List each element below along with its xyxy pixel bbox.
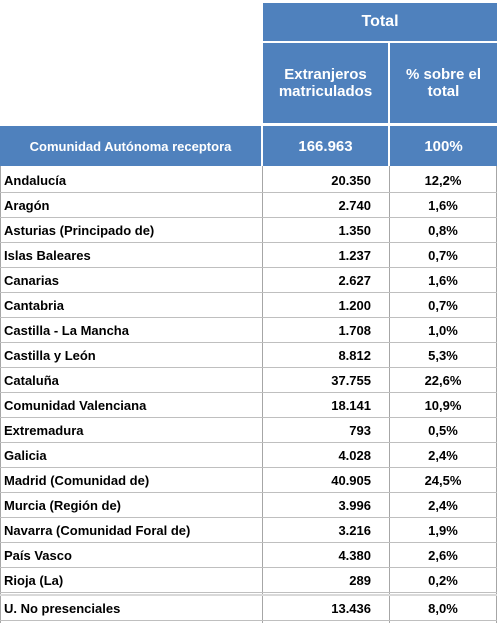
row-separator <box>0 192 497 193</box>
row-percent: 1,6% <box>428 197 458 213</box>
footer-value: 13.436 <box>331 600 371 616</box>
row-value: 4.028 <box>338 447 371 463</box>
row-separator <box>0 267 497 268</box>
row-value: 1.708 <box>338 322 371 338</box>
row-separator <box>0 517 497 518</box>
row-percent: 22,6% <box>424 372 462 388</box>
row-percent: 12,2% <box>424 172 462 188</box>
row-percent: 2,6% <box>428 547 458 563</box>
row-name: Castilla y León <box>4 347 96 363</box>
row-percent: 0,7% <box>428 247 458 263</box>
row-separator <box>0 242 497 243</box>
row-separator <box>0 442 497 443</box>
grid-line-mid2 <box>389 166 390 623</box>
summary-label: Comunidad Autónoma receptora <box>29 138 232 154</box>
summary-value: 166.963 <box>298 137 353 155</box>
row-name: Extremadura <box>4 422 84 438</box>
grid-line-left <box>0 166 1 623</box>
row-name: Rioja (La) <box>4 572 64 588</box>
row-percent: 2,4% <box>428 447 458 463</box>
row-separator <box>0 542 497 543</box>
row-name: Islas Baleares <box>4 247 91 263</box>
summary-label-cell: Comunidad Autónoma receptora <box>0 126 261 166</box>
row-name: Comunidad Valenciana <box>4 397 147 413</box>
row-value: 8.812 <box>338 347 371 363</box>
row-separator <box>0 342 497 343</box>
row-name: Cantabria <box>4 297 64 313</box>
row-name: Cataluña <box>4 372 59 388</box>
row-name: Aragón <box>4 197 50 213</box>
summary-percent: 100% <box>424 137 463 155</box>
row-name: Madrid (Comunidad de) <box>4 472 150 488</box>
row-value: 20.350 <box>331 172 371 188</box>
row-value: 40.905 <box>331 472 371 488</box>
row-value: 1.200 <box>338 297 371 313</box>
row-value: 37.755 <box>331 372 371 388</box>
row-percent: 10,9% <box>424 397 462 413</box>
row-value: 793 <box>349 422 371 438</box>
row-name: Galicia <box>4 447 47 463</box>
row-separator <box>0 467 497 468</box>
row-name: Asturias (Principado de) <box>4 222 155 238</box>
row-value: 4.380 <box>338 547 371 563</box>
row-value: 3.996 <box>338 497 371 513</box>
row-separator <box>0 592 497 593</box>
row-percent: 1,9% <box>428 522 458 538</box>
row-separator <box>0 217 497 218</box>
row-separator <box>0 367 497 368</box>
footer-bottom-line <box>0 620 497 621</box>
total-header: Total <box>263 3 497 41</box>
row-percent: 1,0% <box>428 322 458 338</box>
grid-line-mid1 <box>262 166 263 623</box>
row-separator <box>0 292 497 293</box>
row-name: Murcia (Región de) <box>4 497 122 513</box>
row-percent: 2,4% <box>428 497 458 513</box>
column-header-matriculados-label: Extranjeros matriculados <box>278 66 373 100</box>
row-percent: 0,5% <box>428 422 458 438</box>
footer-name: U. No presenciales <box>4 600 121 616</box>
footer-percent: 8,0% <box>428 600 458 616</box>
row-value: 18.141 <box>331 397 371 413</box>
row-name: País Vasco <box>4 547 72 563</box>
summary-value-cell: 166.963 <box>263 126 388 166</box>
row-separator <box>0 567 497 568</box>
row-separator <box>0 417 497 418</box>
row-name: Andalucía <box>4 172 67 188</box>
row-value: 2.740 <box>338 197 371 213</box>
row-separator <box>0 317 497 318</box>
row-percent: 0,7% <box>428 297 458 313</box>
row-name: Navarra (Comunidad Foral de) <box>4 522 191 538</box>
row-percent: 0,8% <box>428 222 458 238</box>
row-value: 2.627 <box>338 272 371 288</box>
row-value: 289 <box>349 572 371 588</box>
column-header-percent-label: % sobre el total <box>405 66 482 100</box>
row-name: Canarias <box>4 272 59 288</box>
summary-percent-cell: 100% <box>390 126 497 166</box>
row-percent: 0,2% <box>428 572 458 588</box>
row-separator <box>0 492 497 493</box>
column-header-percent: % sobre el total <box>390 43 497 123</box>
row-name: Castilla - La Mancha <box>4 322 129 338</box>
row-value: 1.237 <box>338 247 371 263</box>
row-value: 3.216 <box>338 522 371 538</box>
footer-separator <box>0 594 497 596</box>
row-value: 1.350 <box>338 222 371 238</box>
row-percent: 5,3% <box>428 347 458 363</box>
total-header-label: Total <box>361 13 399 30</box>
row-percent: 24,5% <box>424 472 462 488</box>
row-separator <box>0 392 497 393</box>
row-percent: 1,6% <box>428 272 458 288</box>
column-header-matriculados: Extranjeros matriculados <box>263 43 388 123</box>
